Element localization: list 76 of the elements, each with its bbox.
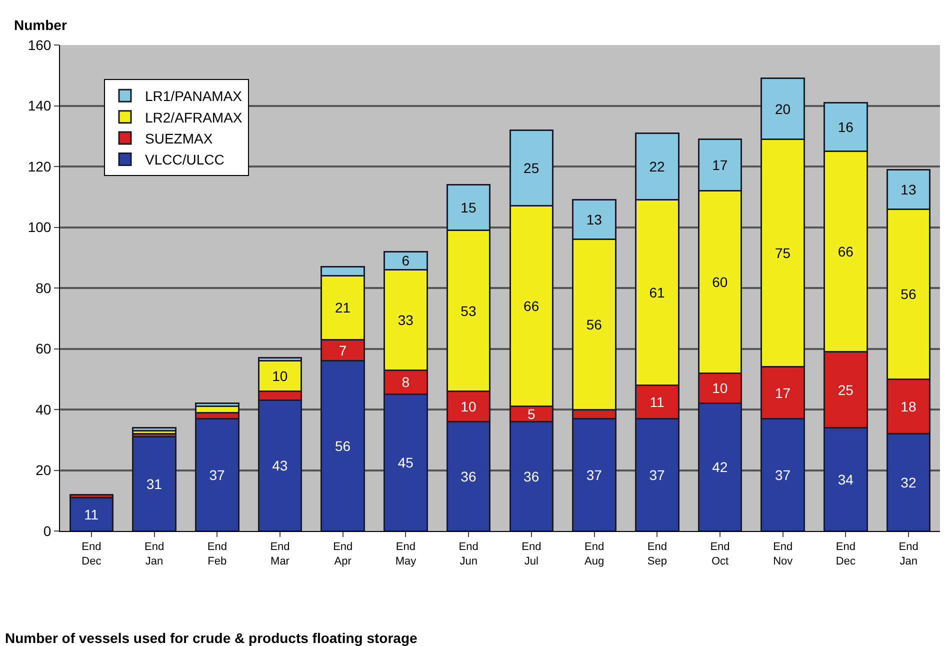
- y-tick-label: 20: [36, 462, 52, 478]
- x-tick-label: End Jul: [522, 541, 542, 568]
- y-tick-label: 140: [28, 98, 52, 114]
- x-tick-label: End Jan: [144, 541, 164, 568]
- x-tick-label: End Feb: [207, 541, 227, 568]
- data-label: 13: [586, 212, 602, 228]
- data-label: 33: [398, 312, 414, 328]
- data-label: 11: [84, 506, 99, 522]
- data-label: 11: [650, 394, 665, 410]
- y-tick-label: 160: [28, 36, 52, 53]
- data-label: 42: [712, 459, 728, 476]
- y-tick-label: 0: [43, 522, 52, 539]
- data-label: 15: [460, 200, 476, 216]
- data-label: 56: [900, 286, 916, 302]
- data-label: 56: [586, 316, 602, 332]
- x-tick-label: End Sep: [647, 541, 667, 568]
- data-label: 37: [649, 466, 666, 483]
- data-label: 16: [838, 119, 854, 136]
- y-tick-label: 40: [36, 401, 52, 418]
- data-label: 60: [712, 274, 728, 290]
- data-label: 21: [334, 300, 351, 316]
- data-label: 45: [398, 454, 414, 471]
- x-tick-label: End Dec: [836, 541, 856, 568]
- data-label: 6: [402, 252, 410, 269]
- x-tick-label: End Oct: [710, 541, 730, 568]
- data-label: 37: [209, 466, 226, 483]
- legend-label: VLCC/ULCC: [145, 152, 224, 168]
- data-label: 66: [524, 298, 540, 314]
- x-tick-label: End Apr: [333, 541, 353, 568]
- data-label: 18: [900, 398, 916, 414]
- data-label: 8: [402, 374, 410, 390]
- data-label: 10: [272, 368, 288, 384]
- y-tick-label: 100: [28, 219, 52, 236]
- y-tick-label: 60: [36, 340, 52, 357]
- data-label: 32: [900, 474, 916, 490]
- data-label: 25: [838, 382, 854, 398]
- y-axis-title: Number: [14, 17, 68, 33]
- data-label: 36: [524, 468, 540, 484]
- x-tick-label: End Mar: [270, 541, 290, 568]
- data-label: 13: [900, 181, 916, 198]
- data-label: 22: [649, 158, 666, 174]
- bar: [132, 426, 176, 432]
- legend-label: LR1/PANAMAX: [145, 88, 243, 104]
- data-label: 43: [272, 458, 288, 474]
- data-label: 25: [524, 160, 540, 176]
- data-label: 37: [586, 466, 602, 483]
- data-label: 66: [838, 244, 854, 260]
- data-label: 10: [712, 380, 728, 396]
- bar: [69, 496, 114, 531]
- x-tick-label: End Jun: [458, 541, 478, 568]
- y-tick-label: 80: [36, 280, 52, 296]
- legend-label: SUEZMAX: [145, 130, 214, 146]
- data-label: 56: [334, 438, 351, 454]
- data-label: 17: [712, 156, 728, 173]
- y-tick-label: 120: [28, 158, 52, 174]
- x-tick-label: End Jan: [898, 541, 918, 568]
- data-label: 37: [774, 466, 791, 483]
- data-label: 61: [649, 284, 666, 301]
- data-label: 34: [838, 471, 854, 488]
- data-label: 10: [460, 398, 476, 414]
- data-label: 75: [774, 245, 791, 262]
- x-tick-label: End Aug: [584, 541, 604, 568]
- data-label: 31: [146, 476, 162, 492]
- bar: [132, 436, 176, 531]
- legend-label: LR2/AFRAMAX: [145, 109, 243, 126]
- data-label: 5: [527, 406, 536, 422]
- data-label: 53: [460, 302, 476, 319]
- data-label: 36: [460, 468, 476, 484]
- bar: [195, 418, 240, 531]
- data-label: 20: [774, 100, 791, 117]
- x-tick-label: End Dec: [82, 541, 102, 568]
- x-tick-label: End May: [395, 541, 417, 568]
- data-label: 7: [338, 342, 347, 358]
- text: Number of vessels used for crude & products floating storage: [5, 630, 418, 646]
- x-tick-label: End Nov: [773, 541, 794, 568]
- data-label: 17: [774, 384, 791, 401]
